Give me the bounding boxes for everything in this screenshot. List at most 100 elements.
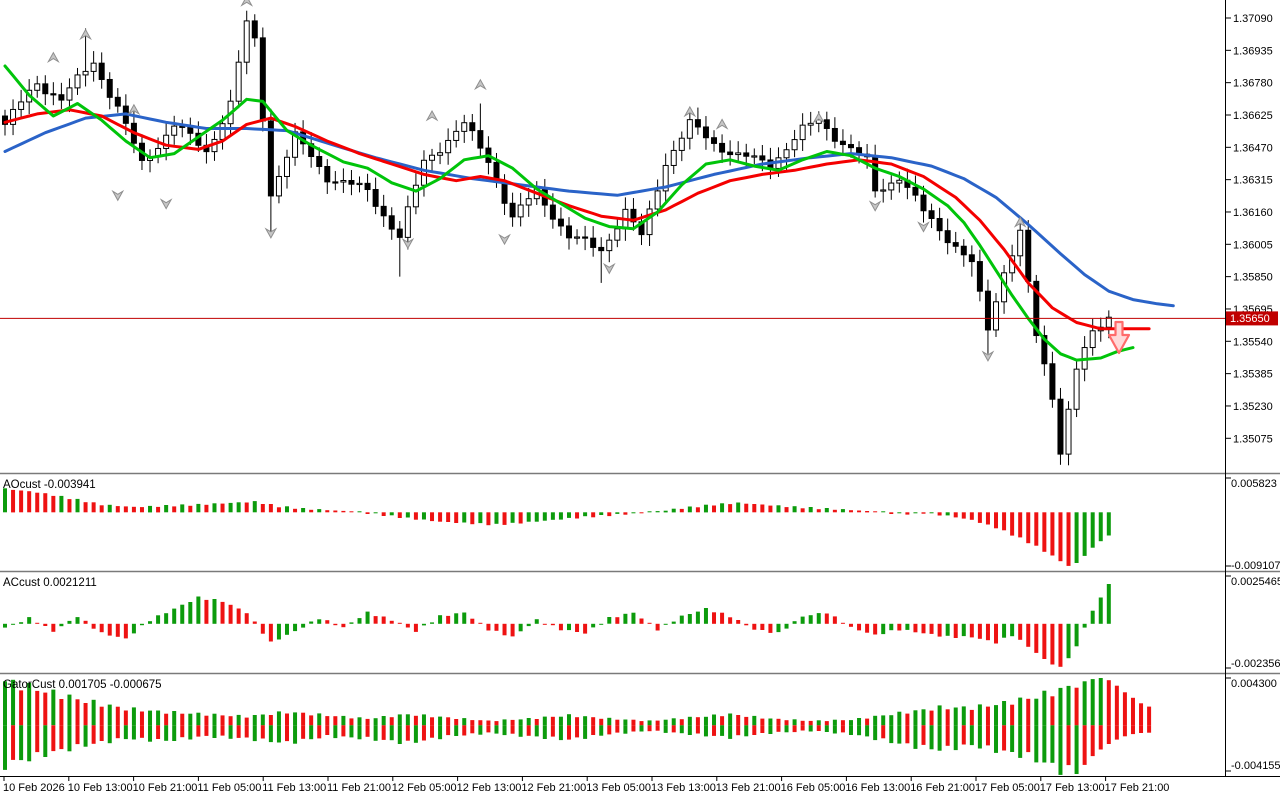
candle-body — [66, 87, 73, 101]
histogram-bar — [115, 706, 120, 726]
histogram-bar — [276, 507, 281, 513]
histogram-bar — [115, 623, 120, 637]
histogram-bar — [712, 725, 717, 736]
histogram-bar — [107, 725, 112, 744]
histogram-bar — [180, 504, 185, 513]
histogram-bar — [776, 623, 781, 633]
histogram-bar — [309, 715, 314, 726]
histogram-bar — [139, 711, 144, 726]
histogram-bar — [929, 725, 934, 750]
histogram-bar — [1034, 725, 1039, 763]
time-tick-label: 16 Feb 21:00 — [910, 782, 975, 794]
histogram-bar — [784, 623, 789, 629]
histogram-bar — [83, 703, 88, 726]
histogram-bar — [156, 615, 161, 624]
histogram-bar — [542, 512, 547, 521]
candle-body — [670, 149, 677, 166]
histogram-bar — [953, 707, 958, 726]
histogram-bar — [67, 620, 72, 624]
histogram-bar — [1082, 681, 1087, 726]
candle-body — [356, 182, 363, 186]
histogram-bar — [397, 714, 402, 726]
candle-body — [1041, 335, 1048, 365]
histogram-bar — [438, 512, 443, 522]
sell-signal-arrow-icon — [1107, 320, 1131, 355]
histogram-bar — [51, 725, 56, 752]
histogram-bar — [1090, 725, 1095, 757]
histogram-bar — [438, 615, 443, 624]
histogram-bar — [599, 512, 604, 515]
histogram-bar — [575, 623, 580, 632]
histogram-bar — [1082, 725, 1087, 765]
candle-body — [815, 119, 822, 124]
histogram-bar — [11, 725, 16, 760]
histogram-bar — [35, 690, 40, 726]
histogram-bar — [470, 720, 475, 726]
histogram-bar — [212, 599, 217, 624]
histogram-bar — [188, 602, 193, 624]
histogram-bar — [260, 725, 265, 739]
candle-body — [453, 130, 460, 141]
histogram-bar — [881, 623, 886, 635]
histogram-bar — [99, 505, 104, 513]
histogram-bar — [35, 492, 40, 513]
histogram-bar — [736, 715, 741, 726]
fractal-up-icon — [127, 103, 141, 116]
candle-body — [106, 78, 113, 98]
histogram-bar — [550, 623, 555, 626]
candle-body — [791, 139, 798, 151]
histogram-bar — [897, 512, 902, 514]
histogram-bar — [148, 725, 153, 742]
histogram-bar — [526, 718, 531, 726]
histogram-bar — [913, 710, 918, 726]
histogram-bar — [776, 725, 781, 732]
candle-body — [396, 228, 403, 238]
histogram-bar — [478, 622, 483, 624]
histogram-bar — [945, 709, 950, 726]
price-tick-label: 1.35850 — [1233, 272, 1273, 284]
histogram-bar — [752, 504, 757, 513]
histogram-bar — [865, 623, 870, 633]
histogram-bar — [470, 512, 475, 525]
histogram-bar — [792, 719, 797, 726]
histogram-bar — [357, 717, 362, 726]
histogram-bar — [881, 725, 886, 739]
histogram-bar — [107, 704, 112, 726]
histogram-bar — [1147, 706, 1152, 726]
histogram-bar — [752, 623, 757, 630]
histogram-bar — [591, 623, 596, 628]
histogram-bar — [937, 512, 942, 516]
histogram-bar — [550, 725, 555, 737]
ac-scale-max-label: 0.0025465 — [1231, 576, 1280, 588]
histogram-bar — [172, 725, 177, 741]
histogram-bar — [1058, 725, 1063, 775]
histogram-bar — [776, 718, 781, 726]
candle-body — [928, 210, 935, 219]
histogram-bar — [994, 725, 999, 753]
histogram-bar — [373, 512, 378, 514]
histogram-bar — [800, 725, 805, 731]
histogram-bar — [792, 621, 797, 624]
histogram-bar — [51, 689, 56, 726]
ac-indicator-pane[interactable] — [3, 584, 1111, 667]
gator-indicator-pane[interactable] — [3, 678, 1152, 775]
histogram-bar — [889, 623, 894, 631]
histogram-bar — [510, 623, 515, 637]
histogram-bar — [647, 622, 652, 624]
histogram-bar — [905, 725, 910, 744]
histogram-bar — [1010, 512, 1015, 536]
histogram-bar — [542, 623, 547, 625]
histogram-bar — [220, 725, 225, 736]
candle-body — [477, 130, 484, 149]
histogram-bar — [349, 725, 354, 738]
ao-indicator-pane[interactable] — [3, 488, 1111, 566]
histogram-bar — [905, 623, 910, 630]
histogram-bar — [575, 725, 580, 738]
histogram-bar — [663, 510, 668, 513]
histogram-bar — [857, 623, 862, 631]
histogram-bar — [1050, 512, 1055, 556]
histogram-bar — [583, 623, 588, 634]
